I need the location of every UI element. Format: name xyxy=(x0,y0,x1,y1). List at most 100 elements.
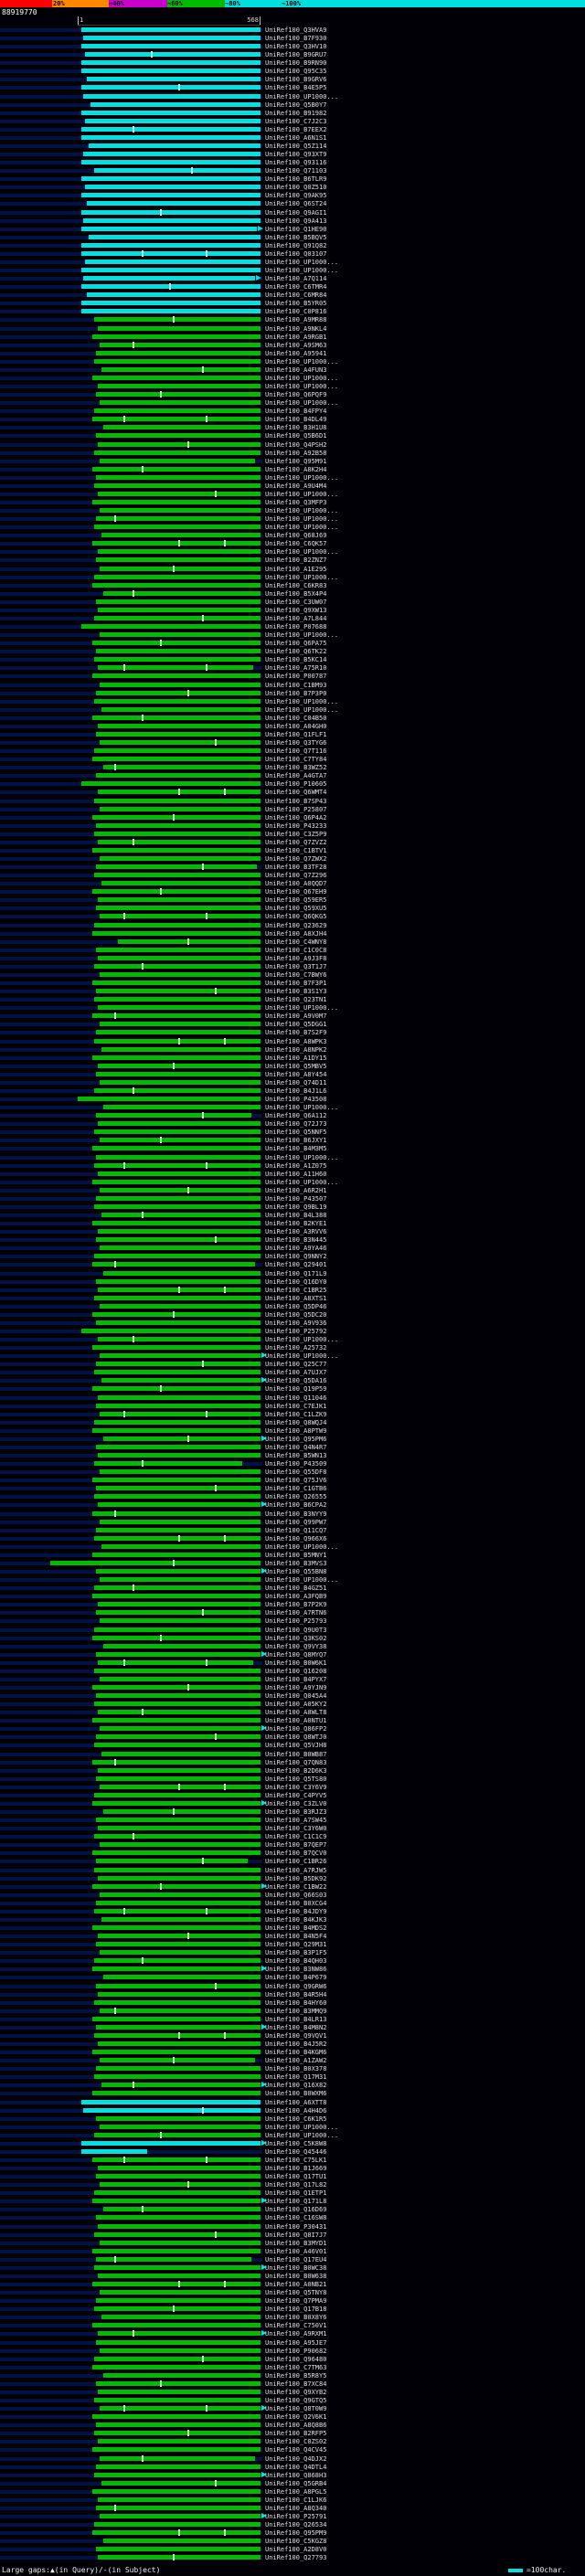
hsp-bar[interactable] xyxy=(94,2431,261,2436)
hit-label[interactable]: UniRef100_C5K8W8 xyxy=(265,2139,327,2147)
hit-label[interactable]: UniRef100_UP1000... xyxy=(265,1336,339,1344)
hsp-bar[interactable] xyxy=(83,217,261,223)
hit-label[interactable]: UniRef100_Q3HVA9 xyxy=(265,27,327,34)
hsp-bar[interactable] xyxy=(98,1171,261,1176)
hsp-bar[interactable] xyxy=(96,1278,261,1284)
hit-label[interactable]: UniRef100_A6N1S1 xyxy=(265,133,327,142)
hit-label[interactable]: UniRef100_Q3KS02 xyxy=(265,1634,327,1642)
hsp-bar[interactable] xyxy=(96,1859,248,1864)
hit-label[interactable]: UniRef100_Q7ZVZ2 xyxy=(265,838,327,846)
hsp-bar[interactable] xyxy=(103,1975,261,1980)
hsp-bar[interactable] xyxy=(100,2348,261,2353)
hsp-bar[interactable] xyxy=(96,1237,261,1243)
hsp-bar[interactable] xyxy=(94,1162,261,1168)
hit-label[interactable]: UniRef100_Q5Z114 xyxy=(265,142,327,150)
hit-label[interactable]: UniRef100_A6XTT8 xyxy=(265,2098,327,2106)
hit-label[interactable]: UniRef100_A3RVV6 xyxy=(265,1228,327,1236)
hit-label[interactable]: UniRef100_Q3TYG6 xyxy=(265,739,327,747)
hit-label[interactable]: UniRef100_P43507 xyxy=(265,1194,327,1203)
hsp-bar[interactable] xyxy=(94,1535,261,1541)
hsp-bar[interactable] xyxy=(94,168,261,174)
hit-label[interactable]: UniRef100_Q3MFP3 xyxy=(265,498,327,506)
hit-label[interactable]: UniRef100_Q3HV10 xyxy=(265,43,327,51)
hsp-bar[interactable] xyxy=(94,1129,261,1135)
hsp-bar[interactable] xyxy=(78,1097,261,1102)
hsp-bar[interactable] xyxy=(100,1676,261,1681)
hsp-bar[interactable] xyxy=(92,2488,261,2494)
hit-label[interactable]: UniRef100_Q6TK22 xyxy=(265,648,327,656)
hsp-bar[interactable] xyxy=(98,2331,261,2337)
hsp-bar[interactable] xyxy=(100,2058,255,2063)
hsp-bar[interactable] xyxy=(100,806,261,811)
hit-label[interactable]: UniRef100_Q95C35 xyxy=(265,68,327,76)
hsp-bar[interactable] xyxy=(96,1444,261,1449)
hit-label[interactable]: UniRef100_A46V01 xyxy=(265,2247,327,2255)
hit-label[interactable]: UniRef100_Q9XYB2 xyxy=(265,2388,327,2396)
hsp-bar[interactable] xyxy=(96,1403,261,1408)
hsp-bar[interactable] xyxy=(94,317,261,323)
hit-label[interactable]: UniRef100_UP1000... xyxy=(265,1104,339,1112)
hsp-bar[interactable] xyxy=(81,1328,261,1333)
hsp-bar[interactable] xyxy=(92,715,261,720)
hsp-bar[interactable] xyxy=(94,2231,261,2237)
hit-label[interactable]: UniRef100_A4H4D6 xyxy=(265,2106,327,2115)
hsp-bar[interactable] xyxy=(100,342,261,347)
hsp-bar[interactable] xyxy=(100,1079,261,1085)
hit-label[interactable]: UniRef100_A25732 xyxy=(265,1344,327,1352)
hit-label[interactable]: UniRef100_B4GZ51 xyxy=(265,1585,327,1593)
hsp-bar[interactable] xyxy=(96,1942,261,1947)
hsp-bar[interactable] xyxy=(98,1659,253,1665)
hit-label[interactable]: UniRef100_B4N5F4 xyxy=(265,1933,327,1941)
hit-label[interactable]: UniRef100_B0WB87 xyxy=(265,1750,327,1758)
hit-label[interactable]: UniRef100_B3TF28 xyxy=(265,864,327,872)
hsp-bar[interactable] xyxy=(94,922,261,928)
hsp-bar[interactable] xyxy=(100,400,261,406)
hit-label[interactable]: UniRef100_B7EEX2 xyxy=(265,125,327,133)
hsp-bar[interactable] xyxy=(92,1427,261,1433)
hsp-bar[interactable] xyxy=(81,268,261,273)
hit-label[interactable]: UniRef100_C0ZS02 xyxy=(265,2438,327,2446)
hsp-bar[interactable] xyxy=(101,1751,261,1756)
hit-label[interactable]: UniRef100_Q9VQV1 xyxy=(265,2031,327,2040)
hit-label[interactable]: UniRef100_A11H60 xyxy=(265,1170,327,1178)
hsp-bar[interactable] xyxy=(98,1826,261,1831)
hsp-bar[interactable] xyxy=(98,723,261,728)
hit-label[interactable]: UniRef100_B5YR05 xyxy=(265,300,327,308)
hsp-bar[interactable] xyxy=(92,2016,261,2021)
hit-label[interactable]: UniRef100_A0QQD7 xyxy=(265,880,327,888)
hit-label[interactable]: UniRef100_A8Q340 xyxy=(265,2504,327,2512)
hsp-bar[interactable] xyxy=(103,2539,261,2544)
hit-label[interactable]: UniRef100_B0X8Y6 xyxy=(265,2314,327,2322)
hsp-bar[interactable] xyxy=(87,292,261,298)
hsp-bar[interactable] xyxy=(92,541,261,546)
hsp-bar[interactable] xyxy=(100,1892,261,1897)
hsp-bar[interactable] xyxy=(96,906,261,911)
hsp-bar[interactable] xyxy=(94,408,261,414)
hit-label[interactable]: UniRef100_Q5DA16 xyxy=(265,1377,327,1385)
hit-label[interactable]: UniRef100_B5KC14 xyxy=(265,656,327,664)
hsp-bar[interactable] xyxy=(94,748,261,754)
hsp-bar[interactable] xyxy=(96,1195,261,1201)
hit-label[interactable]: UniRef100_B4MDS2 xyxy=(265,1924,327,1933)
hsp-bar[interactable] xyxy=(98,2439,261,2444)
hit-label[interactable]: UniRef100_UP1000... xyxy=(265,2131,339,2139)
hit-label[interactable]: UniRef100_UP1000... xyxy=(265,1178,339,1186)
hsp-bar[interactable] xyxy=(100,2008,261,2013)
hsp-bar[interactable] xyxy=(100,2182,261,2188)
hit-label[interactable]: UniRef100_A1DY15 xyxy=(265,1054,327,1062)
hsp-bar[interactable] xyxy=(96,599,261,604)
hsp-bar[interactable] xyxy=(92,1311,261,1317)
hit-label[interactable]: UniRef100_A9V0M7 xyxy=(265,1012,327,1021)
hit-label[interactable]: UniRef100_A4GTA7 xyxy=(265,772,327,780)
hsp-bar[interactable] xyxy=(98,1005,261,1011)
hsp-bar[interactable] xyxy=(101,2315,261,2320)
hsp-bar[interactable] xyxy=(92,641,261,646)
hit-label[interactable]: UniRef100_Q99PW7 xyxy=(265,1518,327,1526)
hsp-bar[interactable] xyxy=(101,366,261,372)
hsp-bar[interactable] xyxy=(100,740,261,746)
hit-label[interactable]: UniRef100_C75LK1 xyxy=(265,2156,327,2164)
hsp-bar[interactable] xyxy=(83,152,261,157)
hsp-bar[interactable] xyxy=(100,1303,261,1309)
hsp-bar[interactable] xyxy=(98,607,261,612)
hsp-bar[interactable] xyxy=(94,1627,261,1632)
